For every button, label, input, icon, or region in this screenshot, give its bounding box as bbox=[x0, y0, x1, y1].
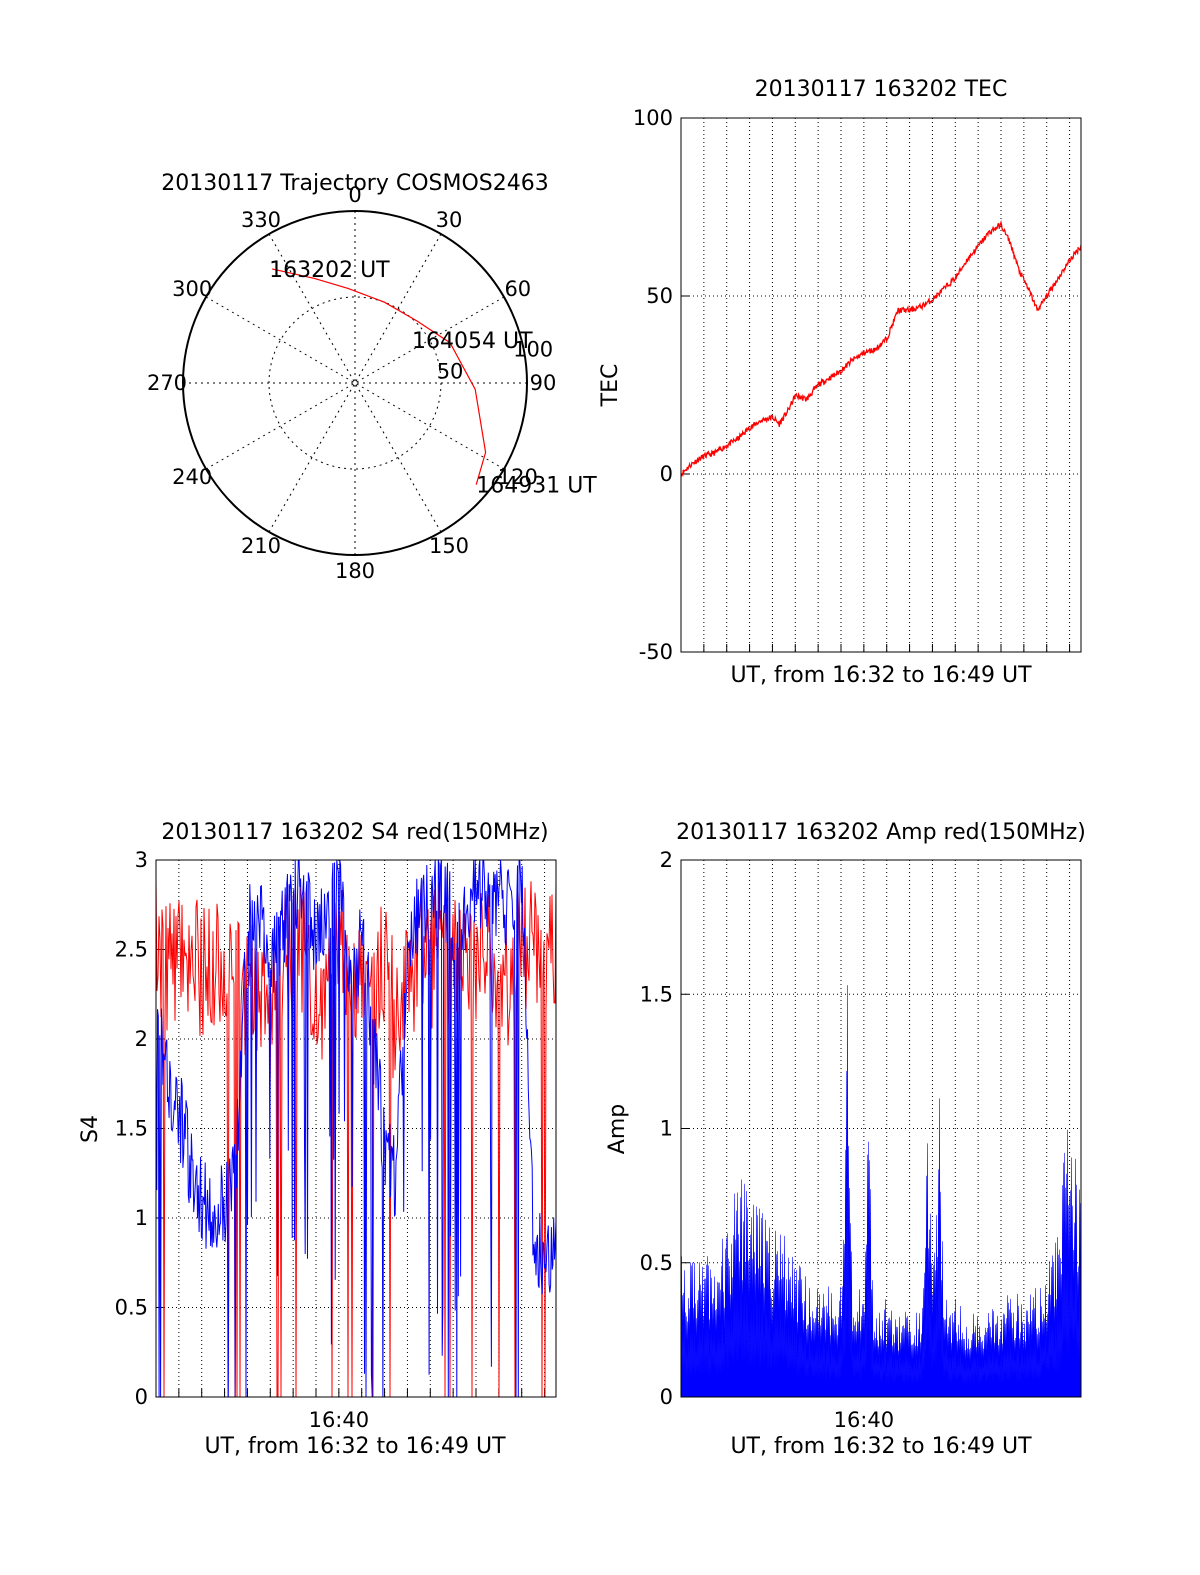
trajectory-end-label: 164931 UT bbox=[476, 474, 597, 499]
s4-x-tick-label: 16:40 bbox=[309, 1408, 370, 1432]
polar-radius-labels: 50 100 bbox=[437, 337, 553, 383]
s4-ytick-label: 2.5 bbox=[115, 938, 148, 962]
polar-angle-label: 60 bbox=[504, 277, 531, 301]
polar-trajectory-panel: 20130117 Trajectory COSMOS2463 0 30 60 90 12… bbox=[147, 171, 597, 583]
s4-y-tick-labels: 0 0.5 1 1.5 2 2.5 3 bbox=[115, 848, 148, 1409]
polar-angle-label: 180 bbox=[335, 559, 375, 583]
amp-panel: 20130117 163202 Amp red(150MHz) 0 0.5 1 1.5… bbox=[605, 820, 1086, 1459]
amp-title: 20130117 163202 Amp red(150MHz) bbox=[676, 820, 1086, 845]
amp-ytick-label: 0 bbox=[660, 1385, 673, 1409]
s4-panel: 20130117 163202 S4 red(150MHz) 0 0.5 1 1.5 2… bbox=[78, 820, 557, 1459]
amp-blue-series bbox=[680, 985, 1082, 1398]
polar-radius-label: 100 bbox=[513, 337, 553, 361]
tec-series-line bbox=[680, 219, 1082, 477]
polar-angle-label: 150 bbox=[429, 534, 469, 558]
s4-frame bbox=[155, 859, 557, 1398]
amp-y-tick-labels: 0 0.5 1 1.5 2 bbox=[640, 848, 673, 1409]
tec-ytick-label: 0 bbox=[660, 462, 673, 486]
polar-angle-label: 330 bbox=[241, 208, 281, 232]
polar-title: 20130117 Trajectory COSMOS2463 bbox=[161, 171, 548, 196]
polar-angle-label: 300 bbox=[172, 277, 212, 301]
s4-ytick-label: 0.5 bbox=[115, 1296, 148, 1320]
amp-x-axis-label: UT, from 16:32 to 16:49 UT bbox=[730, 1434, 1032, 1459]
polar-angle-label: 120 bbox=[498, 465, 538, 489]
amp-frame bbox=[680, 859, 1082, 1398]
tec-grid bbox=[681, 117, 1081, 653]
tec-ytick-label: -50 bbox=[639, 640, 673, 664]
amp-ytick-label: 1 bbox=[660, 1117, 673, 1141]
s4-ytick-label: 2 bbox=[135, 1027, 148, 1051]
amp-x-tick-label: 16:40 bbox=[834, 1408, 895, 1432]
polar-grid bbox=[182, 210, 528, 556]
s4-blue-series bbox=[155, 859, 557, 1398]
polar-angle-label: 240 bbox=[172, 465, 212, 489]
polar-radius-label: 50 bbox=[437, 360, 464, 384]
polar-angle-labels: 0 30 60 90 120 150 180 210 240 270 300 330 bbox=[147, 183, 556, 583]
s4-blue-line bbox=[155, 859, 557, 1398]
tec-x-axis-label: UT, from 16:32 to 16:49 UT bbox=[730, 663, 1032, 688]
polar-angle-label: 30 bbox=[436, 208, 463, 232]
amp-blue-area bbox=[680, 985, 1082, 1398]
tec-title: 20130117 163202 TEC bbox=[755, 77, 1008, 102]
tec-panel: 20130117 163202 TEC -50 0 50 100 TEC UT, fr… bbox=[598, 77, 1082, 688]
tec-y-axis-label: TEC bbox=[598, 364, 623, 408]
polar-angle-label: 90 bbox=[530, 371, 557, 395]
trajectory-start-label: 163202 UT bbox=[269, 258, 390, 283]
amp-ytick-label: 2 bbox=[660, 848, 673, 872]
tec-frame bbox=[680, 117, 1082, 653]
s4-x-axis-label: UT, from 16:32 to 16:49 UT bbox=[204, 1434, 506, 1459]
amp-ytick-label: 1.5 bbox=[640, 982, 673, 1006]
s4-title: 20130117 163202 S4 red(150MHz) bbox=[161, 820, 548, 845]
s4-ytick-label: 0 bbox=[135, 1385, 148, 1409]
trajectory-mid-label: 164054 UT bbox=[412, 329, 533, 354]
polar-angle-label: 270 bbox=[147, 371, 187, 395]
tec-ytick-label: 100 bbox=[633, 106, 673, 130]
s4-ytick-label: 1.5 bbox=[115, 1117, 148, 1141]
polar-angle-label: 0 bbox=[348, 183, 361, 207]
amp-y-axis-label: Amp bbox=[605, 1104, 630, 1154]
s4-ytick-label: 1 bbox=[135, 1206, 148, 1230]
amp-ytick-label: 0.5 bbox=[640, 1251, 673, 1275]
s4-red-line bbox=[155, 877, 557, 1398]
tec-ytick-label: 50 bbox=[646, 284, 673, 308]
s4-ytick-label: 3 bbox=[135, 848, 148, 872]
s4-y-axis-label: S4 bbox=[78, 1115, 103, 1143]
polar-angle-label: 210 bbox=[241, 534, 281, 558]
s4-red-series bbox=[155, 877, 557, 1398]
trajectory-line bbox=[271, 268, 487, 485]
tec-y-tick-labels: -50 0 50 100 bbox=[633, 106, 673, 664]
